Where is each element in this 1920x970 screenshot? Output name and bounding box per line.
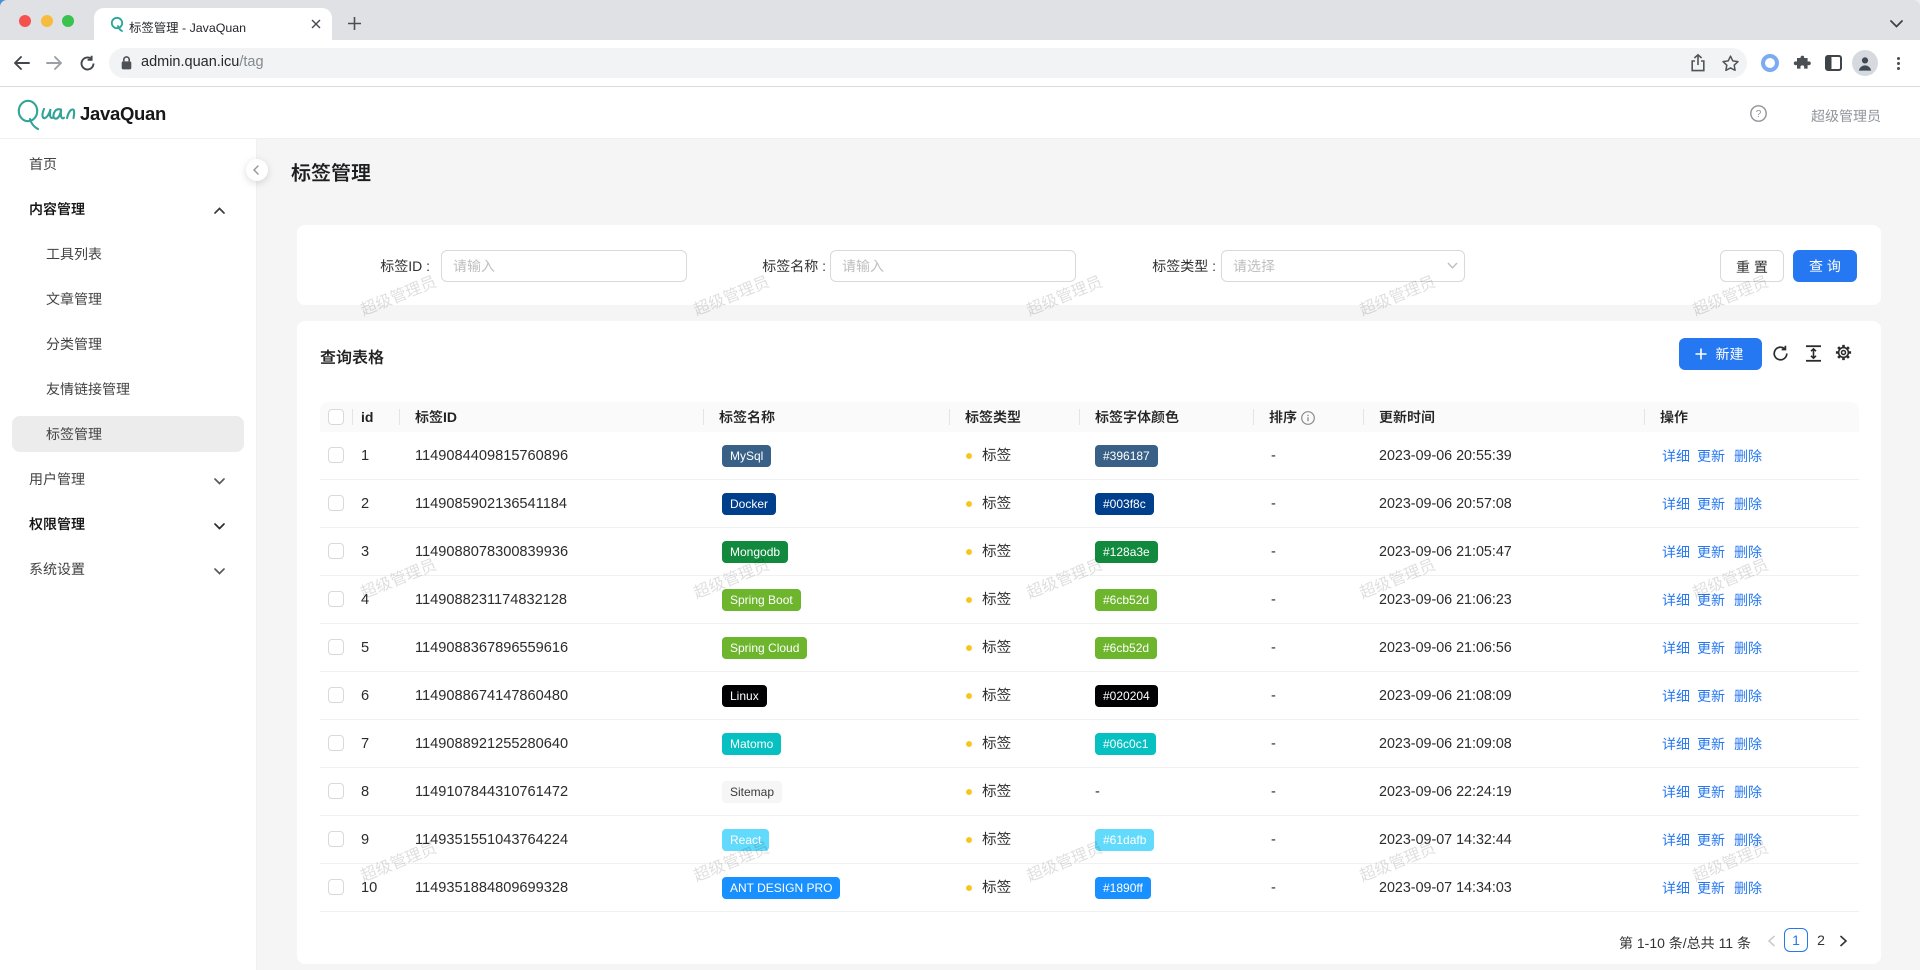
svg-text:?: ? — [1756, 109, 1762, 120]
